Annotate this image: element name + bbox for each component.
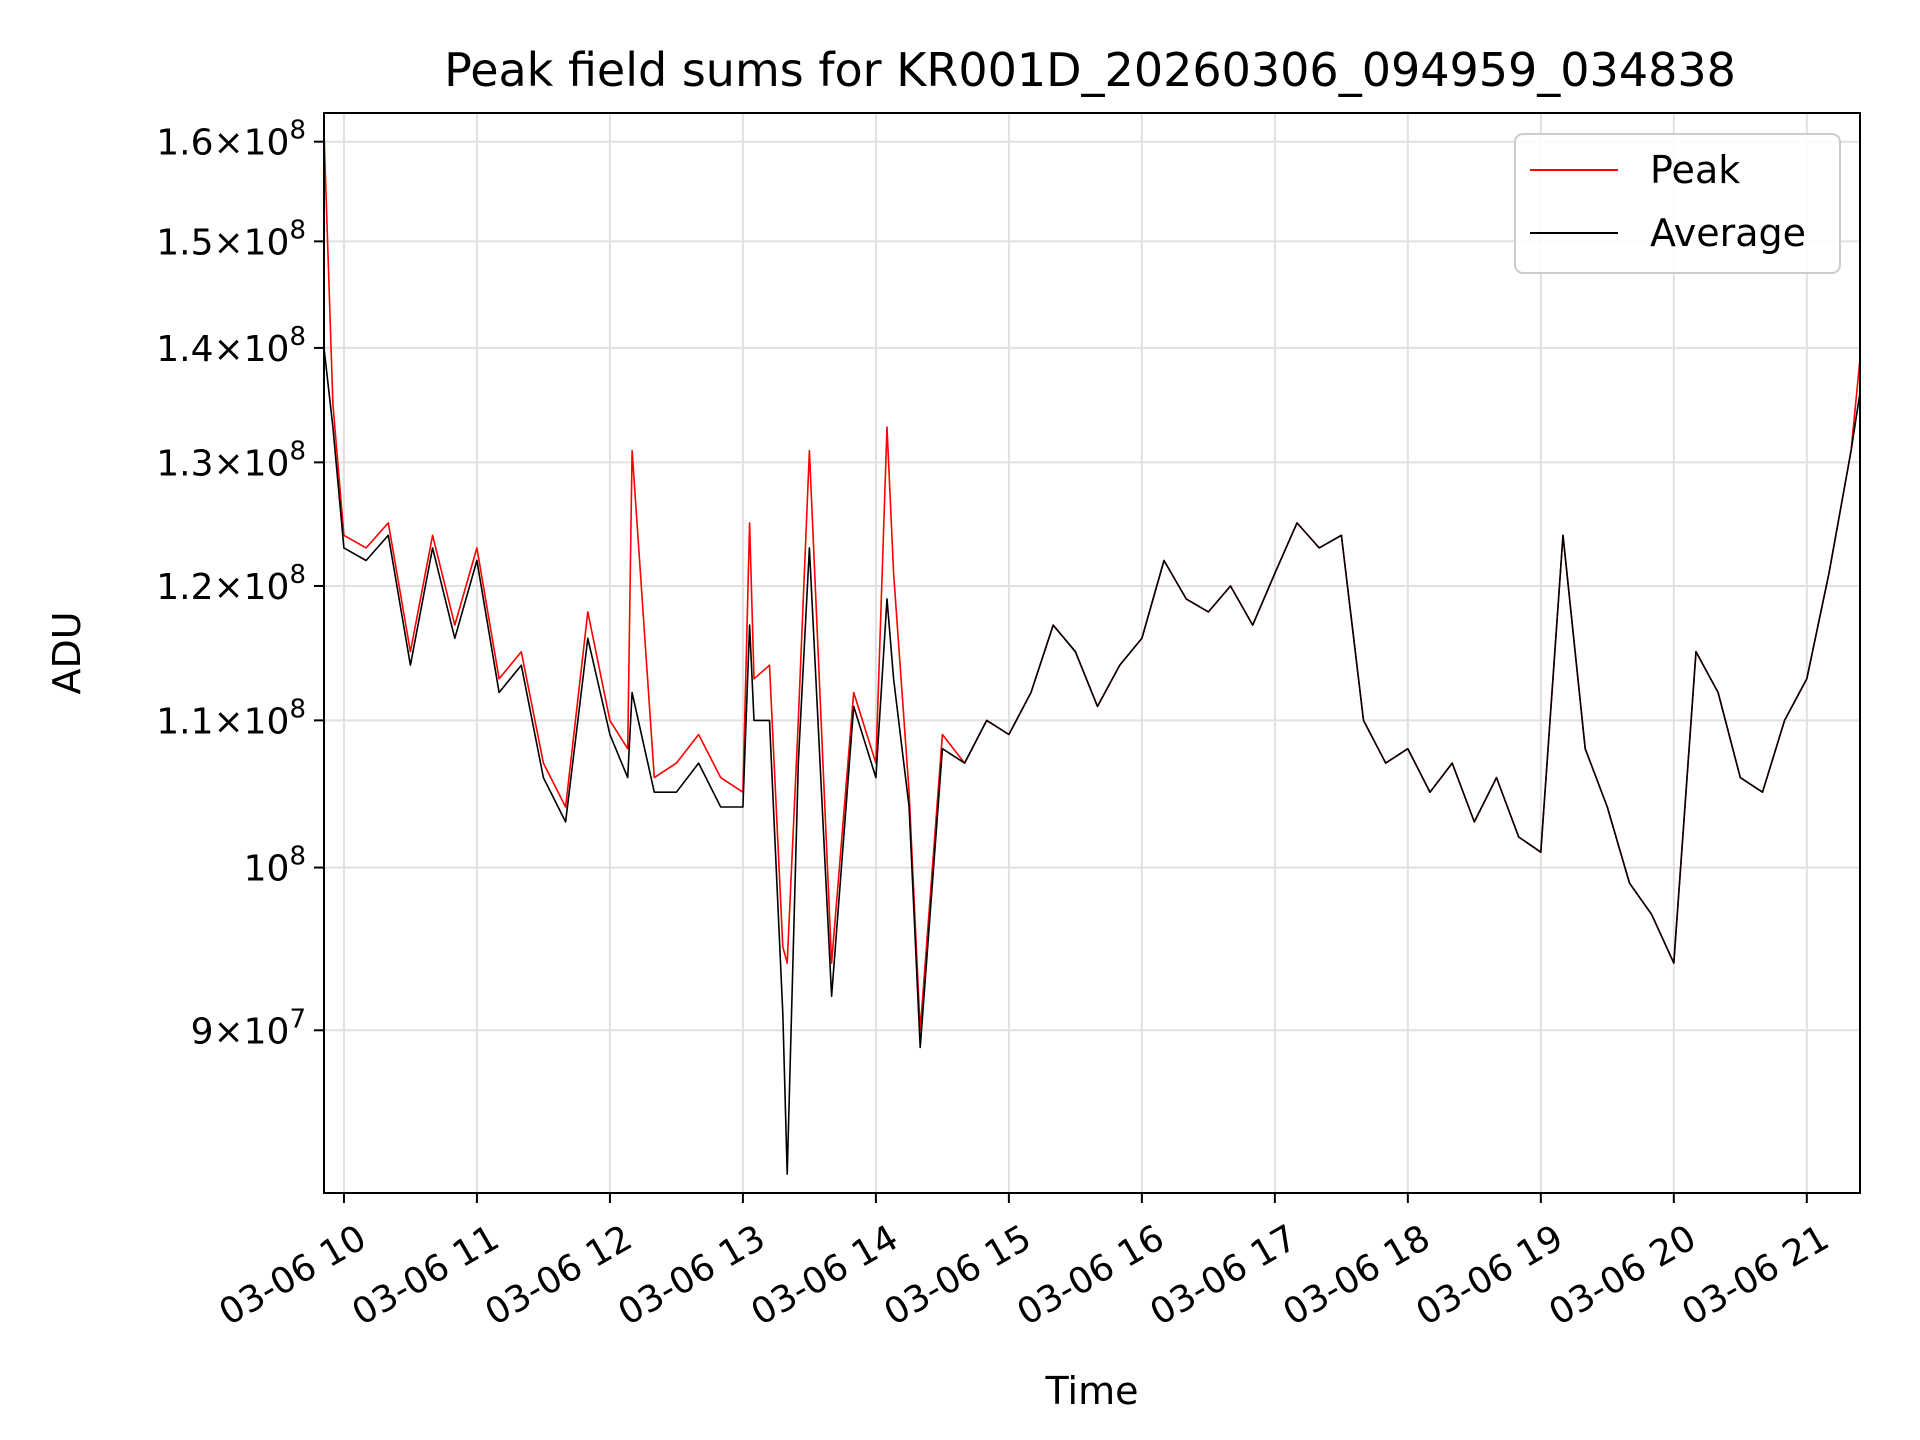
y-tick-label: 1.4×108: [156, 322, 306, 370]
y-tick-label: 1.6×108: [156, 116, 306, 164]
series-layer: [323, 132, 1861, 1175]
legend-average-label: Average: [1650, 211, 1806, 255]
legend-box: [1514, 133, 1841, 274]
y-axis: 9×107 108 1.1×108 1.2×108 1.3×108 1.4×108 1.5×…: [156, 116, 324, 1052]
legend-peak-label: Peak: [1650, 148, 1740, 192]
chart-title: Peak field sums for KR001D_20260306_0949…: [444, 43, 1736, 97]
y-tick-label: 1.1×108: [156, 694, 306, 742]
series-average-line: [323, 347, 1861, 1175]
x-axis-title: Time: [1045, 1369, 1139, 1413]
y-tick-label: 9×107: [191, 1004, 306, 1052]
plot-frame: [323, 112, 1861, 1194]
y-tick-label: 108: [244, 842, 306, 890]
legend: Peak Average: [1514, 133, 1841, 274]
y-tick-label: 1.2×108: [156, 560, 306, 608]
y-tick-label: 1.5×108: [156, 215, 306, 263]
y-tick-label: 1.3×108: [156, 436, 306, 484]
y-axis-title: ADU: [45, 611, 89, 694]
